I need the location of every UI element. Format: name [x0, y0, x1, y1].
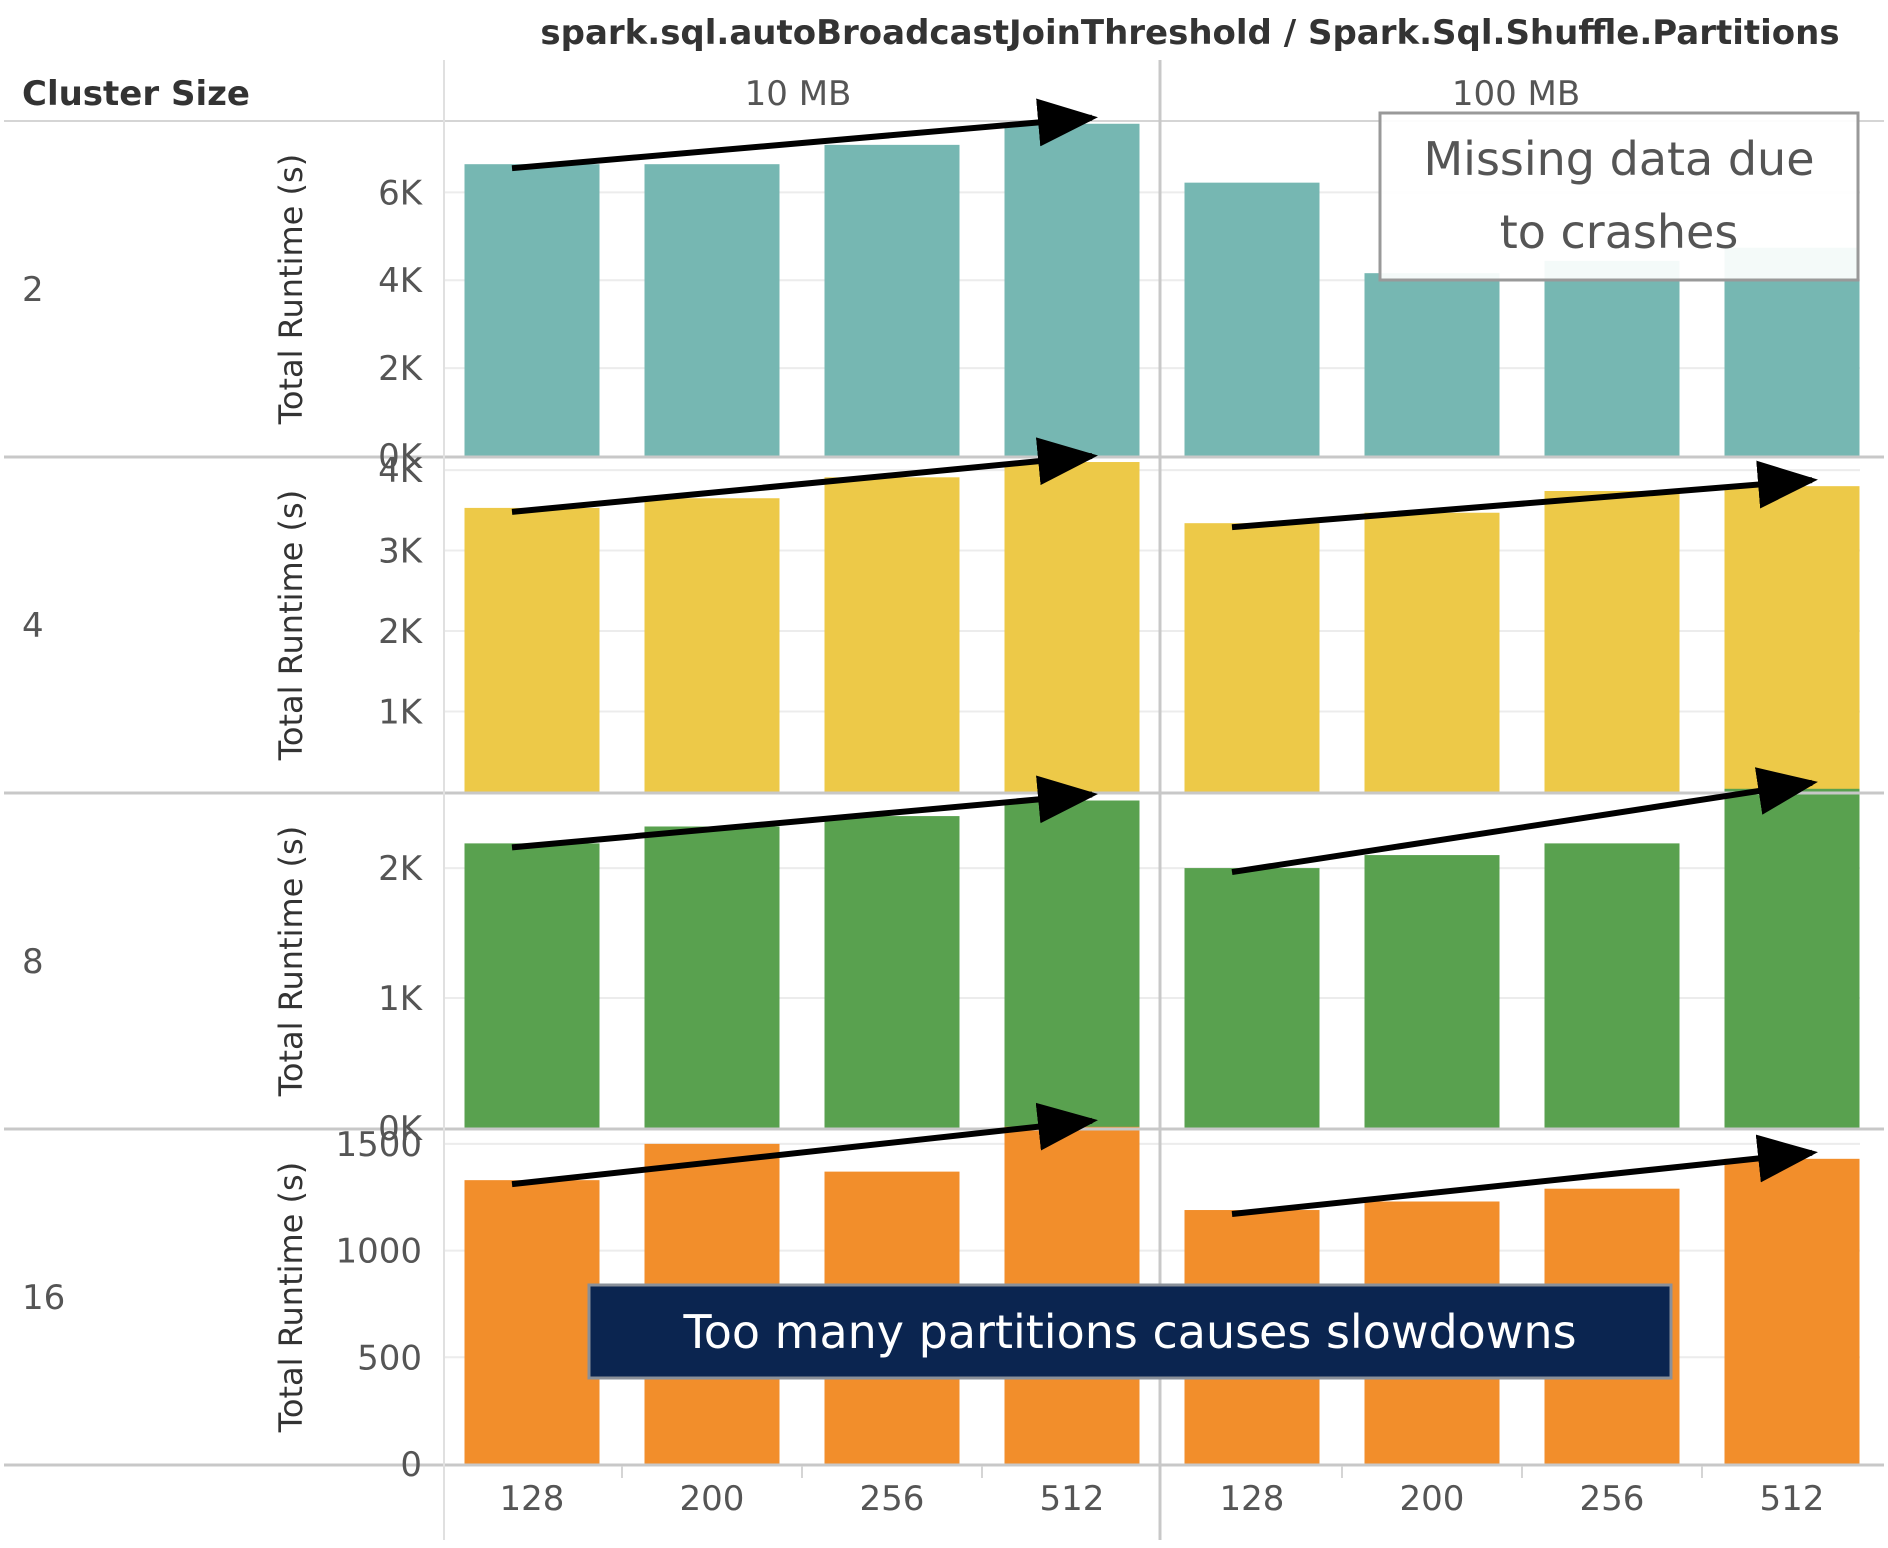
bar — [1184, 523, 1320, 792]
x-tick-label: 256 — [860, 1479, 925, 1519]
y-tick-label: 2K — [378, 612, 424, 652]
bar — [1724, 486, 1860, 792]
y-tick-label: 2K — [378, 349, 424, 389]
y-tick-label: 1K — [378, 979, 424, 1019]
cluster-size-label: 2 — [22, 270, 44, 310]
y-tick-label: 0K — [378, 1109, 424, 1149]
bar — [1364, 273, 1500, 456]
bar — [1544, 843, 1680, 1128]
row-header: Cluster Size — [22, 74, 250, 114]
x-tick-label: 200 — [1400, 1479, 1465, 1519]
y-axis-title: Total Runtime (s) — [272, 154, 310, 425]
trend-arrow — [1231, 460, 1818, 531]
trend-arrow — [1231, 1134, 1818, 1218]
bar — [1004, 800, 1140, 1128]
y-tick-label: 500 — [357, 1338, 422, 1378]
annotations-layer: Missing data due to crashes Too many par… — [587, 111, 1860, 1380]
bar — [1184, 868, 1320, 1128]
bar — [824, 477, 960, 792]
trend-arrow — [511, 775, 1098, 851]
trend-arrow — [1231, 767, 1818, 876]
y-tick-label: 0K — [378, 437, 424, 477]
bar — [644, 826, 780, 1128]
y-tick-label: 3K — [378, 532, 424, 572]
y-tick-label: 1500 — [335, 1125, 422, 1165]
bar — [464, 164, 600, 457]
bar — [1184, 182, 1320, 456]
column-header-10mb: 10 MB — [745, 74, 852, 114]
bar — [1364, 512, 1500, 792]
chart-title: spark.sql.autoBroadcastJoinThreshold / S… — [540, 13, 1839, 53]
y-axis-title: Total Runtime (s) — [272, 1162, 310, 1433]
cluster-size-label: 16 — [22, 1278, 65, 1318]
x-tick-label: 512 — [1760, 1479, 1825, 1519]
slowdown-banner — [587, 1283, 1673, 1380]
cluster-size-label: 4 — [22, 606, 44, 646]
x-tick-label: 128 — [1220, 1479, 1285, 1519]
y-axis-title: Total Runtime (s) — [272, 490, 310, 761]
bar — [1544, 490, 1680, 792]
trend-arrow — [511, 98, 1098, 172]
y-tick-label: 4K — [378, 451, 424, 491]
y-tick-label: 0 — [400, 1445, 422, 1485]
missing-data-box — [1378, 111, 1860, 282]
bar — [1364, 855, 1500, 1128]
y-axis-title: Total Runtime (s) — [272, 826, 310, 1097]
y-tick-label: 6K — [378, 173, 424, 213]
x-tick-label: 256 — [1580, 1479, 1645, 1519]
bar — [644, 164, 780, 457]
bar — [1724, 1158, 1860, 1464]
bar — [1544, 260, 1680, 456]
y-tick-label: 1000 — [335, 1232, 422, 1272]
cluster-size-label: 8 — [22, 942, 44, 982]
bar — [1724, 247, 1860, 456]
x-tick-label: 128 — [500, 1479, 565, 1519]
bar — [464, 843, 600, 1128]
bar — [644, 498, 780, 792]
bar — [464, 1180, 600, 1464]
y-tick-label: 2K — [378, 849, 424, 889]
bar — [1004, 462, 1140, 792]
x-tick-label: 200 — [680, 1479, 745, 1519]
bar — [824, 144, 960, 456]
slowdown-banner-text: Too many partitions causes slowdowns — [682, 1305, 1576, 1359]
divider-layer — [4, 60, 1884, 1540]
bars-layer — [464, 123, 1860, 1464]
trend-arrows-layer — [511, 98, 1818, 1218]
missing-data-text-line1: Missing data due — [1423, 132, 1814, 186]
bar — [824, 816, 960, 1128]
bar — [464, 507, 600, 792]
y-tick-label: 1K — [378, 693, 424, 733]
labels-layer: spark.sql.autoBroadcastJoinThreshold / S… — [22, 13, 1840, 1519]
x-tick-label: 512 — [1040, 1479, 1105, 1519]
bar — [1004, 123, 1140, 456]
trend-arrow — [511, 1102, 1098, 1188]
y-tick-label: 4K — [378, 261, 424, 301]
bar — [1724, 788, 1860, 1128]
column-header-100mb: 100 MB — [1452, 74, 1580, 114]
missing-data-text-line2: to crashes — [1500, 205, 1739, 259]
trend-arrow — [511, 437, 1098, 515]
